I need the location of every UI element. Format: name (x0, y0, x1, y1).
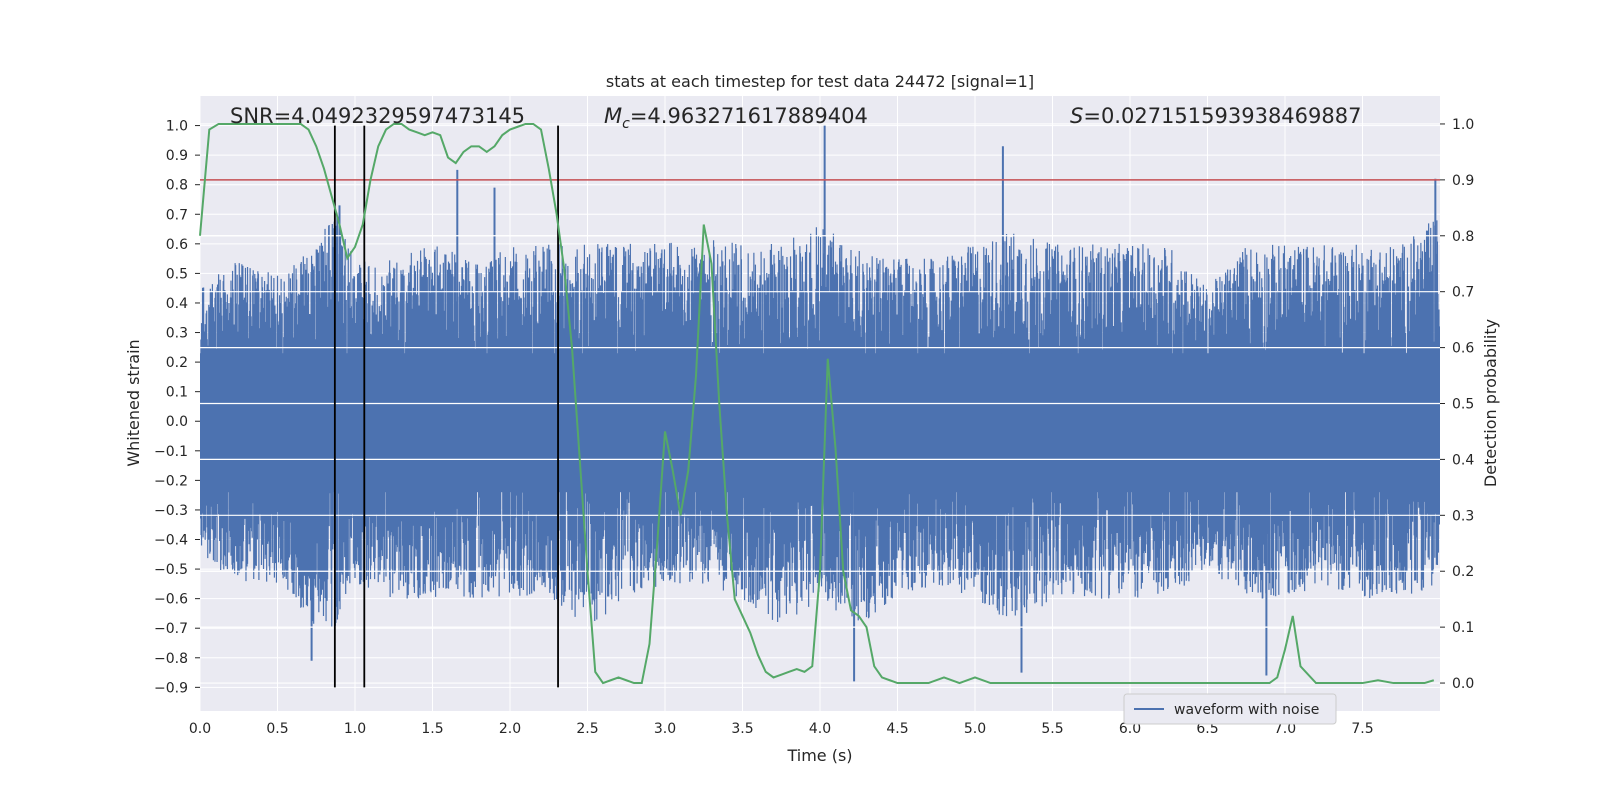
y2-tick-label: 0.9 (1452, 173, 1474, 189)
y2-tick-label: 0.6 (1452, 341, 1474, 357)
detection-probability-line (199, 122, 1435, 685)
y-tick-label: 0.6 (166, 237, 188, 253)
probability-series-group (199, 122, 1435, 685)
mc-annotation: Mc=4.963271617889404 (604, 104, 868, 132)
x-tick-label: 3.5 (731, 721, 753, 737)
legend-label: waveform with noise (1174, 702, 1319, 718)
x-tick-label: 3.0 (654, 721, 676, 737)
tick-labels: 0.0 0.5 1.0 1.5 2.0 2.5 3.0 3.5 4.0 4.5 5.0 5.5 6.0 6… (154, 117, 1474, 737)
y-tick-label: 1.0 (166, 119, 188, 135)
y-tick-label: −0.7 (154, 621, 188, 637)
x-tick-label: 7.0 (1274, 721, 1296, 737)
y-tick-label: −0.3 (154, 503, 188, 519)
y-tick-label: −0.6 (154, 592, 188, 608)
waveform-core (200, 353, 1440, 493)
y-tick-label: 0.9 (166, 148, 188, 164)
y-tick-label: −0.5 (154, 562, 188, 578)
snr-annotation: SNR=4.0492329597473145 (230, 104, 525, 128)
y-tick-label: 0.0 (166, 414, 188, 430)
x-tick-label: 6.5 (1196, 721, 1218, 737)
y2-axis-label: Detection probability (1481, 319, 1500, 487)
x-tick-label: 5.5 (1041, 721, 1063, 737)
y2-tick-label: 0.3 (1452, 508, 1474, 524)
y2-tick-label: 0.0 (1452, 676, 1474, 692)
y2-tick-label: 0.4 (1452, 452, 1474, 468)
s-value: =0.027151593938469887 (1083, 104, 1361, 128)
y-tick-label: 0.1 (166, 385, 188, 401)
y-tick-label: 0.7 (166, 207, 188, 223)
legend: waveform with noise (1123, 693, 1337, 725)
s-symbol: S (1070, 104, 1083, 128)
x-tick-label: 1.0 (344, 721, 366, 737)
y-tick-label: −0.9 (154, 680, 188, 696)
x-tick-label: 5.0 (964, 721, 986, 737)
y-tick-label: −0.8 (154, 651, 188, 667)
y-tick-label: −0.1 (154, 444, 188, 460)
x-tick-label: 0.5 (266, 721, 288, 737)
y-tick-label: −0.4 (154, 533, 188, 549)
x-axis-label: Time (s) (786, 746, 852, 765)
x-tick-label: 2.5 (576, 721, 598, 737)
y-tick-label: −0.2 (154, 473, 188, 489)
x-tick-label: 4.0 (809, 721, 831, 737)
y2-tick-label: 1.0 (1452, 117, 1474, 133)
mc-subscript: c (622, 116, 630, 132)
y2-tick-label: 0.2 (1452, 564, 1474, 580)
y-tick-label: 0.5 (166, 266, 188, 282)
s-annotation: S=0.027151593938469887 (1070, 104, 1361, 128)
mc-symbol: M (604, 104, 622, 128)
x-tick-label: 4.5 (886, 721, 908, 737)
y2-tick-label: 0.1 (1452, 620, 1474, 636)
x-tick-label: 6.0 (1119, 721, 1141, 737)
x-tick-label: 7.5 (1351, 721, 1373, 737)
y-axis-label: Whitened strain (124, 339, 143, 466)
y2-tick-label: 0.7 (1452, 285, 1474, 301)
x-tick-label: 2.0 (499, 721, 521, 737)
waveform-series (200, 123, 1440, 684)
mc-value: =4.963271617889404 (630, 104, 868, 128)
legend-box (1123, 693, 1337, 725)
x-tick-label: 0.0 (189, 721, 211, 737)
y-tick-label: 0.8 (166, 178, 188, 194)
x-tick-label: 1.5 (421, 721, 443, 737)
y2-tick-label: 0.5 (1452, 397, 1474, 413)
y2-tick-label: 0.8 (1452, 229, 1474, 245)
y-tick-label: 0.4 (166, 296, 188, 312)
y-tick-label: 0.2 (166, 355, 188, 371)
y-tick-label: 0.3 (166, 326, 188, 342)
chart-title: stats at each timestep for test data 244… (606, 72, 1034, 91)
